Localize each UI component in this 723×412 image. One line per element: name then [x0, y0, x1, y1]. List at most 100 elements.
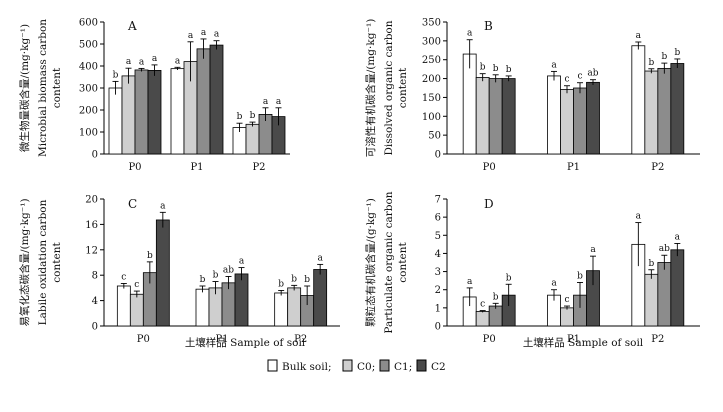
- y-tick-label-c: 4: [92, 296, 98, 307]
- x-tick-label-c: P0: [137, 334, 150, 345]
- sig-label-a: a: [175, 56, 181, 66]
- bar-a: [245, 123, 260, 155]
- bar-d: [488, 305, 503, 327]
- bar-c: [129, 293, 144, 327]
- y-tick-label-c: 0: [92, 322, 98, 333]
- y-tick-label-d: 2: [435, 285, 441, 296]
- y-axis-label-cn-d: 颗粒态有机碳含量/(g·kg⁻¹): [364, 198, 377, 327]
- y-tick-label-d: 7: [435, 195, 441, 206]
- y-tick-label-d: 4: [435, 249, 441, 260]
- bar-d: [560, 307, 574, 327]
- bar-b: [462, 53, 477, 155]
- bar-b: [586, 81, 600, 155]
- sig-label-d: c: [480, 300, 485, 310]
- y-tick-label-a: 0: [92, 150, 98, 161]
- y-tick-label-d: 6: [435, 213, 441, 224]
- sig-label-b: a: [551, 60, 557, 70]
- panel-c: 0 4 8 12 16 20 C 易氧化态碳含量/(mg·kg⁻¹) Labile oxidat…: [18, 195, 340, 345]
- bar-c: [234, 273, 249, 327]
- sig-label-a: a: [201, 28, 207, 38]
- panel-letter-a: A: [127, 19, 137, 33]
- sig-label-a: b: [237, 112, 243, 122]
- y-tick-label-a: 100: [79, 128, 98, 139]
- sig-label-b: a: [467, 29, 473, 39]
- sig-label-b: ab: [587, 69, 598, 79]
- y-tick-label-c: 16: [85, 220, 98, 231]
- sig-label-a: b: [250, 111, 256, 121]
- sig-label-c: a: [160, 201, 166, 211]
- y-axis-label-en2-a: content: [51, 67, 63, 108]
- bar-a: [134, 69, 149, 155]
- sig-label-d: b: [493, 292, 499, 302]
- y-tick-label-b: 250: [422, 55, 441, 66]
- sig-label-d: ab: [659, 244, 670, 254]
- y-tick-label-b: 300: [422, 36, 441, 47]
- panel-a: 0 100 200 300 400 500 600 A 微生物量碳含量/(mg·kg⁻¹) Mic…: [18, 18, 290, 173]
- sig-label-b: b: [506, 65, 512, 75]
- legend-swatch-bulk-soil: [267, 359, 278, 372]
- bar-c: [195, 288, 210, 327]
- bar-c: [155, 219, 170, 327]
- x-tick-label-a: P0: [128, 162, 141, 173]
- bar-d: [670, 249, 685, 327]
- x-axis-title-left: 土壤样品 Sample of soil: [185, 336, 306, 349]
- sig-label-d: b: [506, 273, 512, 283]
- y-tick-label-d: 0: [435, 322, 441, 333]
- sig-label-a: a: [139, 57, 145, 67]
- sig-label-b: c: [564, 75, 569, 85]
- sig-label-c: ab: [223, 265, 234, 275]
- panel-b: 0 50 100 150 200 250 300 350 B 可溶性有机碳含量/(mg·kg⁻¹)…: [364, 18, 700, 173]
- sig-label-a: a: [263, 97, 269, 107]
- sig-label-b: c: [577, 72, 582, 82]
- legend-label-c0: C0;: [357, 361, 375, 373]
- sig-label-d: b: [648, 259, 654, 269]
- y-tick-label-d: 3: [435, 267, 441, 278]
- legend-swatch-c0: [342, 359, 353, 372]
- legend-label-c1: C1;: [394, 361, 412, 373]
- sig-label-c: b: [200, 275, 206, 285]
- panel-letter-b: B: [484, 19, 493, 33]
- y-tick-label-d: 5: [435, 231, 441, 242]
- bar-b: [547, 75, 561, 155]
- x-tick-label-c: P1: [215, 334, 228, 345]
- sig-label-b: b: [480, 63, 486, 73]
- bar-b: [670, 63, 685, 155]
- bar-a: [108, 87, 123, 155]
- bar-b: [644, 70, 659, 155]
- y-axis-label-en-b: Dissolved organic carbon: [383, 20, 395, 155]
- y-tick-label-c: 20: [85, 195, 98, 206]
- sig-label-a: a: [276, 97, 282, 107]
- sig-label-b: b: [648, 58, 654, 68]
- bar-b: [631, 45, 646, 155]
- y-tick-label-b: 0: [435, 150, 441, 161]
- y-tick-label-d: 1: [435, 303, 441, 314]
- bar-c: [287, 287, 302, 327]
- sig-label-d: c: [564, 295, 569, 305]
- y-tick-label-c: 8: [92, 271, 98, 282]
- y-axis-label-en2-d: content: [397, 242, 409, 283]
- sig-label-c: b: [278, 279, 284, 289]
- panel-letter-d: D: [484, 197, 494, 211]
- sig-label-c: a: [317, 253, 323, 263]
- bar-d: [475, 311, 490, 327]
- y-axis-label-cn-b: 可溶性有机碳含量/(mg·kg⁻¹): [364, 19, 377, 158]
- y-axis-label-cn-a: 微生物量碳含量/(mg·kg⁻¹): [18, 24, 31, 152]
- y-axis-label-cn-c: 易氧化态碳含量/(mg·kg⁻¹): [18, 198, 31, 326]
- legend-swatch-c1: [379, 359, 390, 372]
- legend: Bulk soil; C0; C1; C2: [267, 359, 446, 373]
- sig-label-b: a: [636, 31, 642, 41]
- sig-label-b: b: [493, 64, 499, 74]
- sig-label-d: a: [636, 212, 642, 222]
- bar-c: [313, 269, 328, 327]
- sig-label-c: b: [291, 274, 297, 284]
- sig-label-b: b: [674, 48, 680, 58]
- bar-a: [170, 68, 185, 155]
- bar-b: [573, 87, 587, 155]
- x-tick-label-c: P2: [294, 334, 307, 345]
- sig-label-d: a: [675, 232, 681, 242]
- x-tick-label-b: P1: [567, 162, 580, 173]
- bar-c: [116, 285, 131, 327]
- legend-label-c2: C2: [431, 361, 446, 373]
- x-tick-label-d: P1: [567, 334, 580, 345]
